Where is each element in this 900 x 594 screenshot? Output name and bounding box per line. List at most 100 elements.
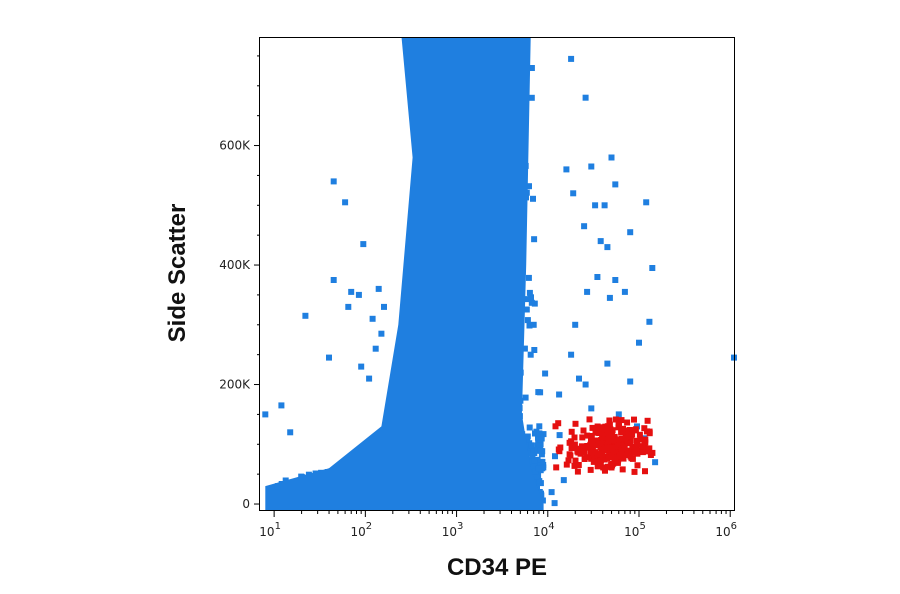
gated-event-point	[582, 444, 589, 451]
event-point	[584, 288, 591, 295]
gated-event-point	[632, 426, 639, 433]
gated-event-point	[568, 445, 575, 452]
gated-event-point	[601, 456, 608, 463]
gated-event-point	[588, 438, 594, 445]
event-point	[636, 339, 642, 346]
event-point	[535, 434, 541, 441]
gated-event-point	[642, 468, 648, 475]
event-point	[355, 291, 362, 298]
event-point	[524, 436, 530, 443]
gated-event-point	[631, 449, 638, 456]
gated-event-point	[598, 449, 605, 456]
event-point	[531, 457, 538, 464]
gated-event-point	[609, 432, 615, 439]
y-axis-label: Side Scatter	[164, 204, 191, 343]
gated-event-point	[597, 444, 604, 451]
gated-event-point	[631, 468, 638, 475]
gated-event-point	[626, 427, 633, 433]
gated-event-point	[604, 444, 611, 451]
event-point	[551, 500, 558, 507]
gated-event-point	[572, 420, 579, 427]
gated-event-point	[553, 464, 560, 471]
y-axis: 0 200K 400K 600K	[219, 55, 260, 511]
event-point	[612, 277, 619, 283]
gated-event-point	[633, 437, 640, 444]
event-point	[538, 435, 545, 442]
event-point	[528, 442, 535, 449]
gated-event-point	[606, 417, 613, 424]
event-point	[524, 317, 531, 324]
gated-event-point	[565, 457, 572, 464]
gated-event-point	[594, 423, 601, 430]
gated-event-point	[624, 433, 631, 440]
gated-event-point	[641, 439, 648, 446]
event-point	[535, 478, 541, 485]
event-point	[563, 166, 570, 173]
x-axis: 101 102 103 104 105 106	[259, 510, 737, 539]
event-point	[652, 459, 659, 466]
gated-event-point	[632, 445, 639, 452]
gated-event-point	[571, 462, 578, 469]
event-point	[522, 394, 529, 401]
gated-event-point	[597, 457, 604, 464]
event-point	[581, 223, 588, 230]
gated-event-point	[602, 467, 608, 474]
gated-event-point	[575, 462, 582, 468]
y-tick-label: 400K	[219, 258, 251, 272]
event-point	[358, 363, 365, 370]
gated-event-point	[627, 453, 634, 460]
event-point	[381, 303, 387, 310]
gated-event-point	[595, 440, 602, 447]
main-population	[265, 38, 563, 510]
gated-event-point	[592, 449, 599, 456]
gated-event-point	[579, 434, 586, 441]
gated-event-point	[615, 421, 622, 428]
event-point	[262, 411, 269, 418]
plot-frame	[259, 37, 735, 511]
gated-event-point	[642, 436, 649, 443]
gated-event-point	[609, 427, 616, 434]
y-tick-label: 600K	[219, 139, 251, 153]
event-point	[530, 195, 536, 202]
event-point	[526, 424, 533, 431]
event-point	[572, 321, 579, 328]
event-point	[568, 55, 575, 62]
gated-event-point	[591, 454, 598, 461]
gated-event-point	[613, 449, 620, 456]
gated-event-point	[625, 448, 631, 455]
gated-event-point	[592, 429, 599, 436]
gated-event-point	[639, 449, 646, 456]
event-point	[540, 431, 547, 438]
gated-event-point	[571, 434, 578, 441]
x-tick-label: 104	[533, 521, 555, 539]
event-point	[582, 94, 589, 101]
gated-event-point	[636, 431, 643, 438]
gated-event-point	[597, 461, 604, 467]
event-point	[521, 345, 528, 352]
x-tick-label: 101	[259, 521, 281, 539]
gated-event-point	[609, 444, 616, 451]
event-point	[526, 183, 532, 190]
gated-population	[552, 416, 656, 475]
gated-event-point	[634, 441, 640, 448]
gated-event-point	[612, 416, 619, 423]
event-point	[576, 375, 582, 382]
event-point	[627, 378, 634, 385]
gated-event-point	[574, 468, 581, 475]
event-point	[531, 236, 538, 243]
gated-event-point	[605, 436, 612, 443]
gated-event-point	[615, 436, 622, 443]
event-point	[612, 181, 619, 188]
event-point	[536, 423, 543, 430]
event-point	[556, 391, 563, 398]
gated-event-point	[580, 427, 587, 434]
gated-event-point	[555, 446, 562, 453]
gated-event-point	[644, 428, 650, 435]
event-point	[548, 489, 555, 496]
event-point	[608, 154, 615, 161]
gated-event-point	[574, 448, 581, 455]
event-point	[330, 277, 337, 283]
event-point	[342, 199, 349, 206]
gated-event-point	[581, 456, 588, 462]
gated-event-point	[588, 455, 595, 462]
